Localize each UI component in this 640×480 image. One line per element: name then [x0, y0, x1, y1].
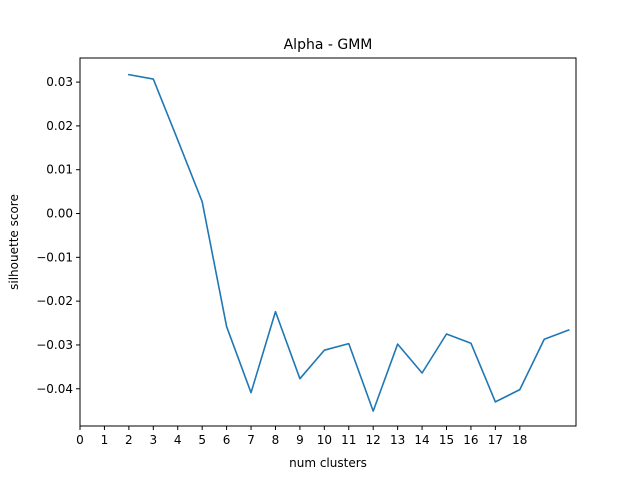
x-tick-label: 2 — [125, 433, 133, 447]
x-tick-label: 18 — [512, 433, 527, 447]
x-tick-label: 6 — [223, 433, 231, 447]
x-tick-label: 0 — [76, 433, 84, 447]
x-axis-label: num clusters — [289, 456, 367, 470]
y-axis: −0.04 −0.03 −0.02 −0.01 0.00 0.01 0.02 0.03 — [36, 75, 80, 396]
y-tick-label: −0.03 — [36, 338, 73, 352]
y-tick-label: −0.02 — [36, 294, 73, 308]
x-tick-label: 4 — [174, 433, 182, 447]
x-tick-label: 15 — [439, 433, 454, 447]
series-line-0 — [127, 73, 570, 412]
x-tick-label: 3 — [149, 433, 157, 447]
x-tick-label: 16 — [463, 433, 478, 447]
x-tick-label: 8 — [272, 433, 280, 447]
x-tick-label: 9 — [296, 433, 304, 447]
x-tick-label: 13 — [390, 433, 405, 447]
chart-title: Alpha - GMM — [284, 37, 373, 53]
x-tick-label: 1 — [101, 433, 109, 447]
y-tick-label: 0.03 — [46, 75, 73, 89]
y-tick-label: 0.00 — [46, 207, 73, 221]
x-axis: 0 1 2 3 4 5 6 7 8 9 10 11 12 13 14 15 16 17 18 — [76, 426, 527, 447]
plot-area — [127, 73, 570, 412]
x-tick-label: 11 — [341, 433, 356, 447]
x-tick-label: 10 — [317, 433, 332, 447]
y-tick-label: −0.01 — [36, 250, 73, 264]
x-tick-label: 7 — [247, 433, 255, 447]
y-tick-label: 0.02 — [46, 119, 73, 133]
x-tick-label: 14 — [414, 433, 429, 447]
y-axis-label: silhouette score — [7, 194, 21, 290]
x-tick-label: 17 — [488, 433, 503, 447]
axes-frame — [79, 57, 577, 427]
y-tick-label: −0.04 — [36, 382, 73, 396]
x-tick-label: 12 — [366, 433, 381, 447]
x-tick-label: 5 — [198, 433, 206, 447]
y-tick-label: 0.01 — [46, 163, 73, 177]
